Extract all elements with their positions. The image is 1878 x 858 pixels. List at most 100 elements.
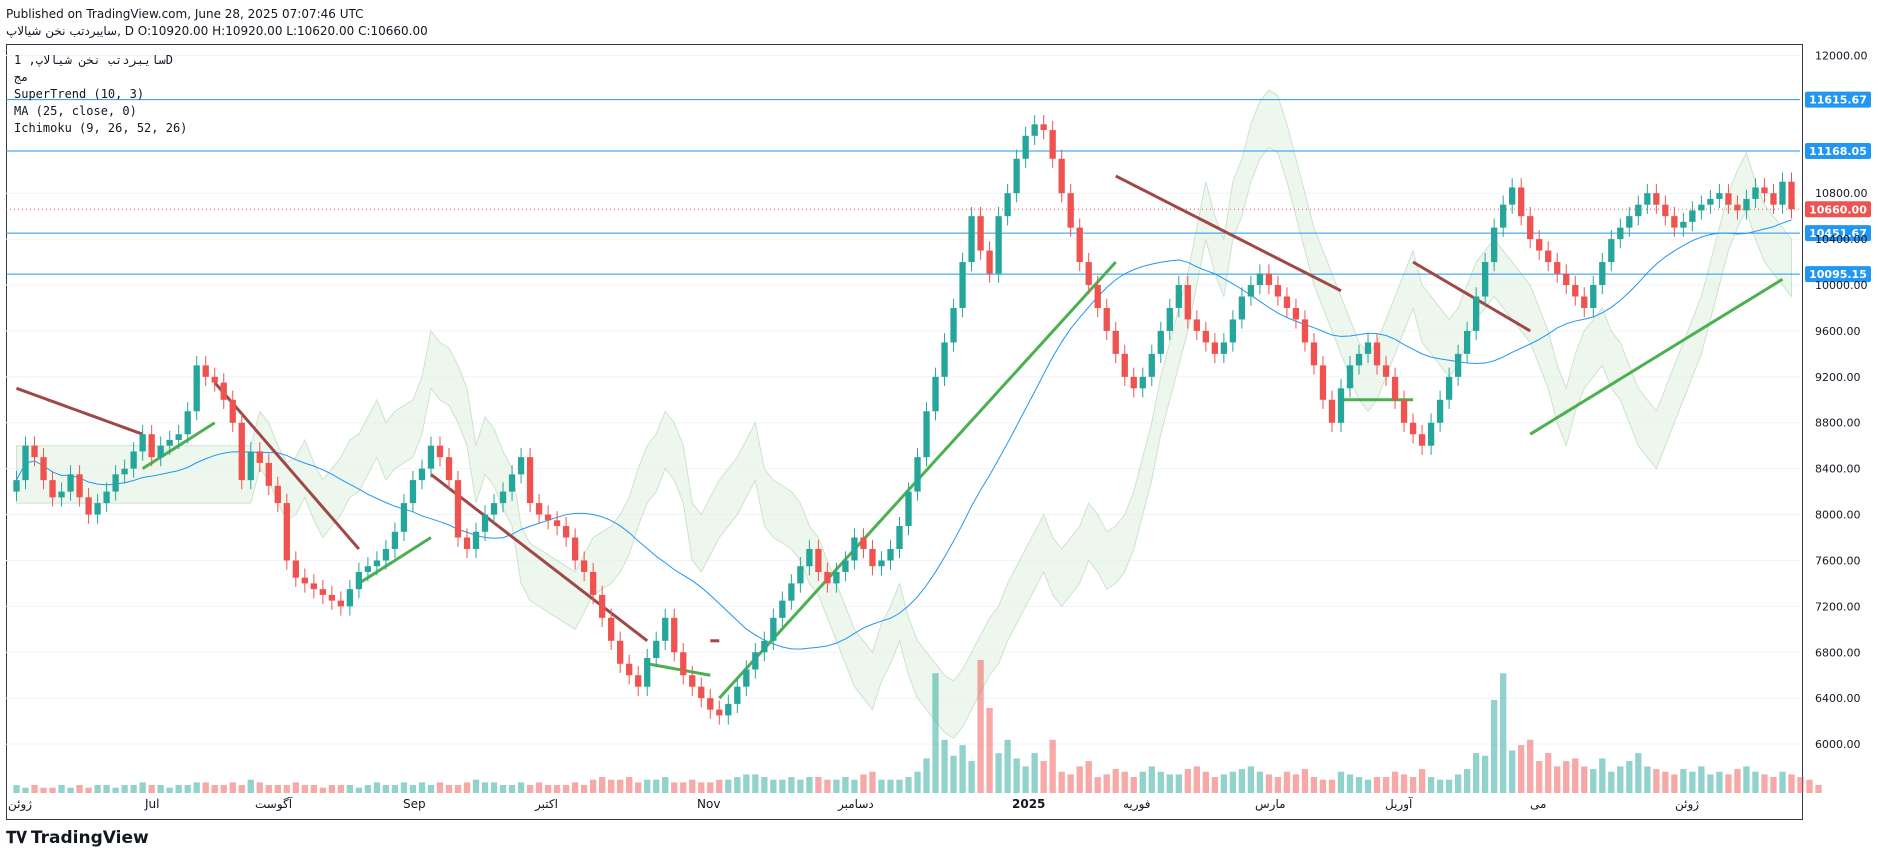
candle-body-191 xyxy=(1734,204,1741,211)
legend-ma[interactable]: MA (25, close, 0) xyxy=(14,104,137,118)
candle-body-79 xyxy=(725,703,732,716)
volume-bar-4 xyxy=(49,787,56,793)
volume-bar-139 xyxy=(1265,774,1273,793)
candle-body-130 xyxy=(1184,285,1191,320)
candle-body-2 xyxy=(31,445,38,458)
supertrend-segment-0 xyxy=(15,386,144,436)
candle-body-127 xyxy=(1157,330,1164,354)
volume-bar-84 xyxy=(770,779,777,793)
chart-frame[interactable] xyxy=(6,44,1803,820)
candle-body-118 xyxy=(1076,227,1083,263)
legend-symbol[interactable]: سایبردتب نخن شیالاپ, 1D xyxy=(14,53,173,67)
supertrend-segment-8 xyxy=(1115,174,1342,293)
volume-bar-16 xyxy=(157,785,164,793)
candle-body-4 xyxy=(49,480,56,498)
volume-bar-97 xyxy=(887,779,894,793)
candle-body-42 xyxy=(391,531,399,549)
candle-body-26 xyxy=(247,451,254,481)
y-tick-label-9: 9600.00 xyxy=(1815,325,1861,338)
volume-bar-12 xyxy=(121,785,128,793)
volume-bar-168 xyxy=(1527,739,1534,793)
candle-body-145 xyxy=(1319,365,1327,400)
volume-bar-152 xyxy=(1382,777,1390,793)
supertrend-segment-10 xyxy=(1412,260,1531,333)
volume-bar-57 xyxy=(526,785,534,793)
candle-body-143 xyxy=(1301,319,1309,343)
volume-bar-41 xyxy=(382,785,390,793)
volume-bar-75 xyxy=(689,779,696,793)
volume-bar-100 xyxy=(914,771,921,793)
candle-body-102 xyxy=(932,376,939,412)
x-tick-label-11: می xyxy=(1530,797,1546,811)
published-line: Published on TradingView.com, June 28, 2… xyxy=(6,7,364,21)
volume-bar-151 xyxy=(1373,777,1381,793)
volume-bar-156 xyxy=(1418,769,1426,793)
volume-bar-124 xyxy=(1130,777,1137,793)
volume-bar-191 xyxy=(1734,769,1741,793)
supertrend-segment-5 xyxy=(646,662,711,677)
volume-bar-54 xyxy=(499,785,507,793)
volume-bar-147 xyxy=(1337,771,1345,793)
candle-body-3 xyxy=(40,457,47,481)
candle-body-40 xyxy=(373,560,381,567)
volume-bar-82 xyxy=(752,774,759,793)
volume-bar-174 xyxy=(1581,766,1588,793)
footer-brand[interactable]: 𝐓𝐕 TradingView xyxy=(6,828,149,848)
volume-bar-79 xyxy=(725,779,732,793)
volume-bar-67 xyxy=(617,779,624,793)
candle-body-148 xyxy=(1346,365,1354,389)
y-tick-label-7: 8800.00 xyxy=(1815,417,1861,430)
volume-bar-145 xyxy=(1319,779,1327,793)
volume-bar-148 xyxy=(1346,774,1354,793)
indicator-legend: سایبردتب نخن شیالاپ, 1D مج SuperTrend (1… xyxy=(14,52,187,137)
x-tick-label-10: آوریل xyxy=(1385,796,1413,812)
volume-bar-161 xyxy=(1463,769,1471,793)
volume-bar-38 xyxy=(355,787,363,793)
candle-body-94 xyxy=(860,537,867,549)
candle-body-105 xyxy=(959,262,966,308)
volume-bar-175 xyxy=(1590,769,1597,793)
candle-body-147 xyxy=(1337,388,1345,423)
volume-bar-43 xyxy=(400,782,408,793)
candle-body-174 xyxy=(1581,296,1588,308)
volume-bar-190 xyxy=(1725,774,1732,793)
last-price-label-bg xyxy=(1805,201,1871,218)
candle-body-8 xyxy=(85,497,92,515)
candle-body-7 xyxy=(76,474,83,498)
candle-body-34 xyxy=(319,589,327,595)
candle-body-65 xyxy=(599,594,606,618)
volume-bar-58 xyxy=(535,782,543,793)
volume-bar-7 xyxy=(76,785,83,793)
volume-bar-144 xyxy=(1310,777,1318,793)
volume-bar-157 xyxy=(1427,777,1435,793)
volume-bar-28 xyxy=(265,785,272,793)
volume-bar-66 xyxy=(608,779,615,793)
candle-body-92 xyxy=(842,560,849,572)
volume-bar-185 xyxy=(1680,769,1687,793)
legend-supertrend[interactable]: SuperTrend (10, 3) xyxy=(14,87,145,101)
candle-body-95 xyxy=(869,548,876,567)
y-tick-label-2: 6800.00 xyxy=(1815,646,1861,659)
candle-body-169 xyxy=(1536,239,1543,251)
volume-bar-150 xyxy=(1364,779,1372,793)
candle-body-164 xyxy=(1491,227,1498,263)
candle-body-178 xyxy=(1617,227,1624,240)
candle-body-175 xyxy=(1590,285,1597,308)
level-label-2: 10451.67 xyxy=(1809,227,1867,240)
volume-bar-5 xyxy=(58,785,65,793)
candle-body-113 xyxy=(1031,124,1038,136)
volume-bar-179 xyxy=(1626,761,1633,793)
volume-bar-140 xyxy=(1274,777,1282,793)
legend-exchange: مج xyxy=(14,70,29,84)
legend-ichimoku[interactable]: Ichimoku (9, 26, 52, 26) xyxy=(14,121,188,135)
volume-bar-117 xyxy=(1067,774,1074,793)
candle-body-10 xyxy=(103,491,110,504)
x-tick-label-1: Jul xyxy=(144,797,159,811)
volume-bar-59 xyxy=(544,785,552,793)
volume-bar-50 xyxy=(463,782,471,793)
candle-body-195 xyxy=(1770,193,1777,205)
candle-body-91 xyxy=(833,571,840,584)
volume-bar-44 xyxy=(409,785,417,793)
volume-bar-155 xyxy=(1409,777,1417,793)
